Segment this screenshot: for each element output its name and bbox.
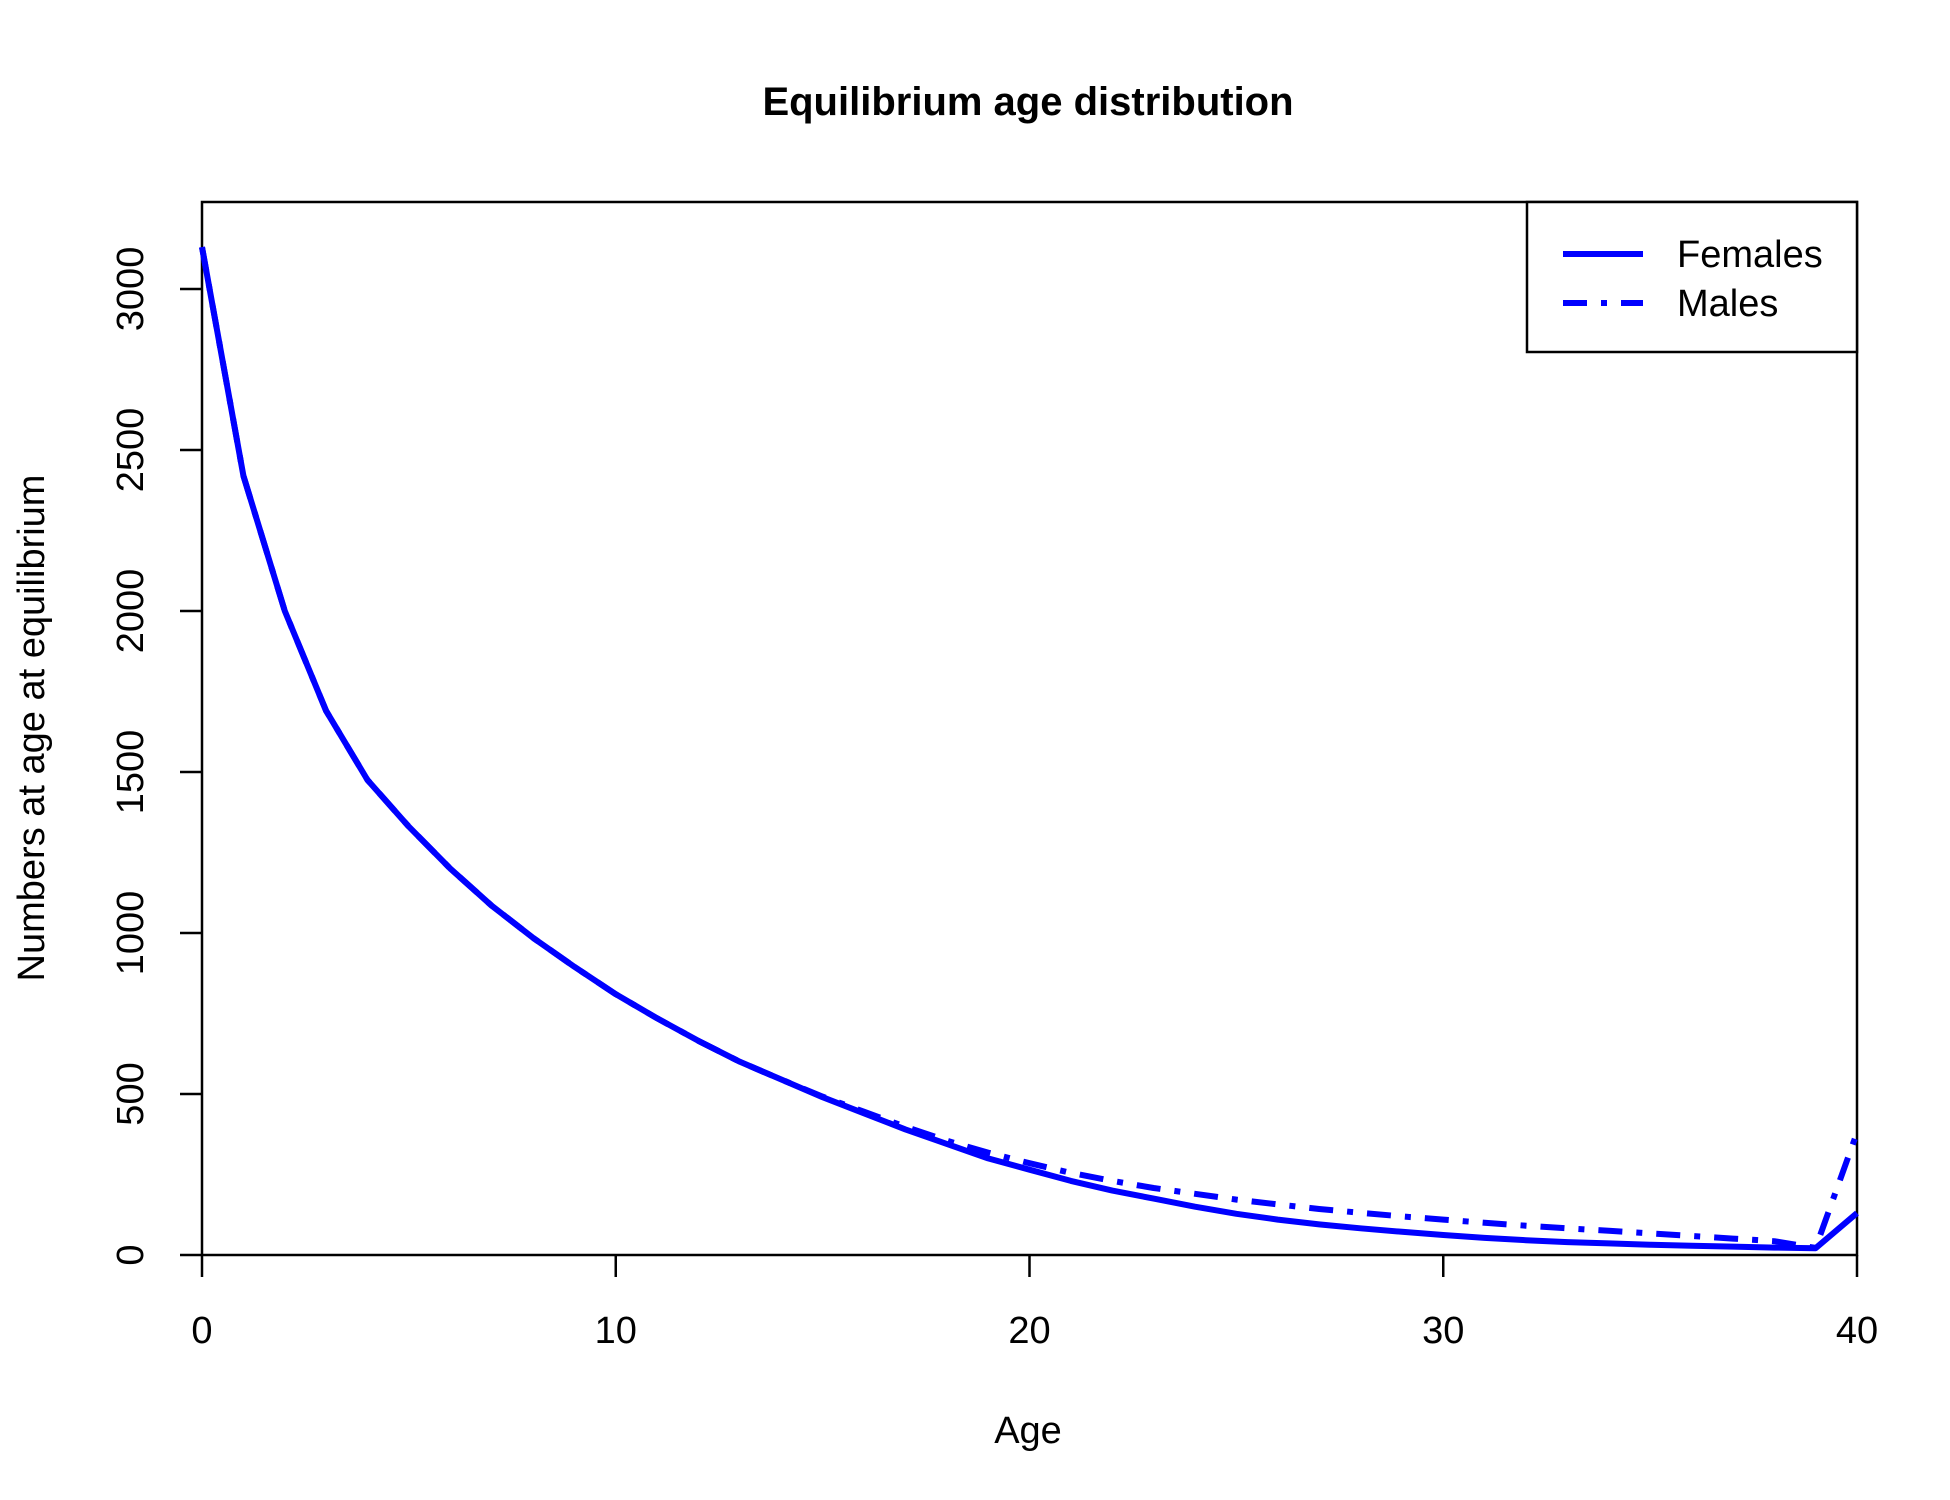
y-tick-label: 0: [110, 1244, 152, 1265]
y-tick-label: 500: [110, 1062, 152, 1125]
x-axis-label: Age: [994, 1410, 1062, 1452]
series-layer: [199, 246, 1860, 1252]
y-axis-label: Numbers at age at equilibrium: [11, 475, 53, 982]
x-tick-label: 0: [191, 1310, 212, 1352]
plot-frame: [200, 200, 1859, 1257]
y-tick-label: 3000: [110, 247, 152, 332]
series-line-males: [199, 246, 1860, 1251]
y-tick-label: 1000: [110, 891, 152, 976]
legend: Females Males: [1525, 200, 1859, 354]
legend-label-males: Males: [1677, 283, 1778, 325]
x-tick-label: 40: [1836, 1310, 1878, 1352]
x-axis: 0 10 20 30 40: [191, 1255, 1878, 1352]
legend-label-females: Females: [1677, 234, 1823, 276]
x-tick-label: 10: [595, 1310, 637, 1352]
series-line-females: [199, 246, 1859, 1252]
chart-title: Equilibrium age distribution: [762, 80, 1293, 124]
y-tick-label: 2000: [110, 569, 152, 654]
y-tick-label: 2500: [110, 408, 152, 493]
x-tick-label: 20: [1008, 1310, 1050, 1352]
legend-box: [1525, 200, 1859, 354]
x-tick-label: 30: [1422, 1310, 1464, 1352]
y-tick-label: 1500: [110, 730, 152, 815]
y-axis: 0 500 1000 1500 2000 2500 3000: [110, 247, 202, 1266]
